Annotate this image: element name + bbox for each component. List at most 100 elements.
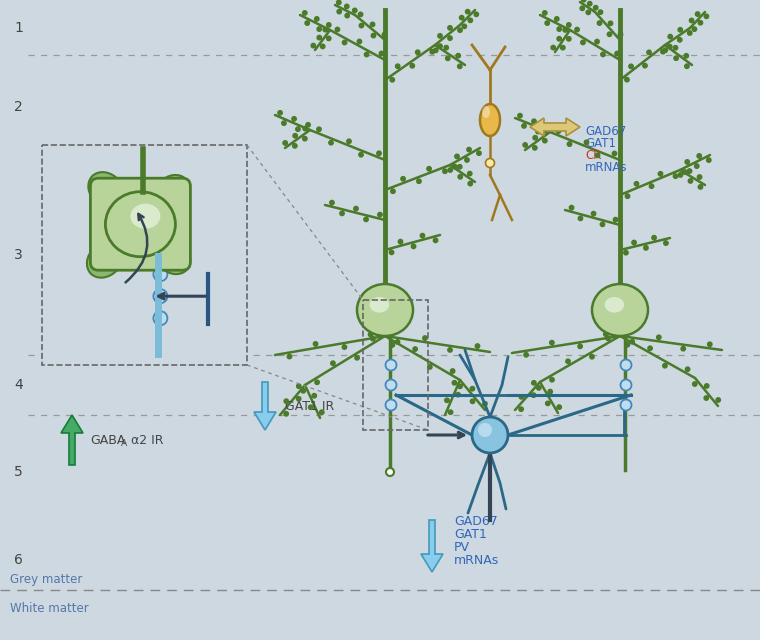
- Circle shape: [448, 168, 452, 172]
- FancyArrow shape: [254, 382, 276, 430]
- Circle shape: [682, 170, 687, 174]
- Circle shape: [578, 216, 583, 221]
- Circle shape: [458, 28, 462, 33]
- Circle shape: [296, 127, 300, 131]
- Circle shape: [584, 140, 589, 145]
- Circle shape: [453, 164, 458, 169]
- Circle shape: [567, 23, 571, 27]
- Circle shape: [660, 49, 665, 54]
- Circle shape: [569, 205, 574, 210]
- Circle shape: [329, 141, 333, 145]
- Circle shape: [386, 468, 394, 476]
- Circle shape: [551, 45, 556, 50]
- Text: 4: 4: [14, 378, 23, 392]
- Circle shape: [371, 337, 375, 341]
- Text: CR: CR: [585, 149, 601, 162]
- Circle shape: [420, 234, 425, 238]
- Circle shape: [391, 189, 395, 193]
- Circle shape: [319, 410, 324, 415]
- Circle shape: [546, 401, 550, 406]
- Circle shape: [337, 0, 341, 4]
- Circle shape: [632, 240, 636, 244]
- Circle shape: [317, 35, 321, 40]
- Ellipse shape: [482, 106, 490, 118]
- Circle shape: [483, 401, 487, 406]
- Text: White matter: White matter: [10, 602, 89, 614]
- Circle shape: [468, 18, 473, 22]
- Circle shape: [536, 129, 540, 134]
- Circle shape: [548, 389, 553, 394]
- Text: GAT1: GAT1: [585, 137, 616, 150]
- Circle shape: [557, 27, 562, 31]
- Text: GAD67: GAD67: [454, 515, 498, 528]
- Circle shape: [625, 194, 630, 198]
- Circle shape: [533, 136, 537, 140]
- Circle shape: [625, 77, 629, 82]
- Circle shape: [390, 77, 394, 82]
- Circle shape: [444, 45, 448, 50]
- Circle shape: [619, 33, 622, 36]
- Circle shape: [340, 211, 344, 216]
- Circle shape: [306, 123, 310, 127]
- Bar: [42, 145, 247, 365]
- Circle shape: [689, 19, 694, 22]
- Circle shape: [284, 412, 288, 416]
- Text: 3: 3: [14, 248, 23, 262]
- Text: 6: 6: [14, 553, 23, 567]
- Circle shape: [382, 32, 387, 36]
- Circle shape: [458, 164, 462, 169]
- Circle shape: [673, 174, 678, 179]
- Circle shape: [603, 332, 608, 337]
- Circle shape: [561, 45, 565, 50]
- Circle shape: [688, 31, 692, 35]
- Text: 2: 2: [14, 100, 23, 114]
- Circle shape: [678, 38, 682, 42]
- Circle shape: [606, 336, 610, 340]
- Circle shape: [600, 222, 605, 227]
- Circle shape: [390, 343, 394, 347]
- Ellipse shape: [605, 297, 624, 312]
- Circle shape: [470, 387, 475, 391]
- Circle shape: [668, 35, 673, 39]
- Circle shape: [342, 345, 347, 349]
- Circle shape: [364, 52, 369, 57]
- Circle shape: [704, 396, 708, 400]
- Circle shape: [470, 399, 475, 403]
- Circle shape: [613, 151, 616, 156]
- Circle shape: [460, 15, 464, 20]
- Circle shape: [283, 141, 287, 145]
- Circle shape: [474, 12, 479, 17]
- Circle shape: [416, 179, 421, 184]
- Circle shape: [649, 184, 654, 188]
- Circle shape: [468, 181, 473, 186]
- Circle shape: [615, 51, 619, 56]
- Circle shape: [486, 159, 495, 168]
- Circle shape: [343, 40, 347, 45]
- Circle shape: [337, 10, 341, 14]
- Circle shape: [716, 398, 720, 402]
- Circle shape: [567, 36, 571, 41]
- Ellipse shape: [88, 172, 125, 209]
- Circle shape: [317, 127, 321, 131]
- Ellipse shape: [154, 175, 190, 211]
- FancyBboxPatch shape: [90, 178, 191, 270]
- Circle shape: [643, 63, 648, 68]
- Circle shape: [652, 236, 657, 240]
- Circle shape: [674, 56, 679, 60]
- Circle shape: [302, 136, 307, 141]
- Circle shape: [370, 22, 375, 27]
- Text: α2 IR: α2 IR: [127, 433, 163, 447]
- Circle shape: [154, 268, 167, 281]
- Circle shape: [532, 119, 537, 124]
- Circle shape: [385, 360, 397, 371]
- Circle shape: [663, 48, 667, 52]
- Circle shape: [595, 40, 599, 44]
- Circle shape: [537, 386, 541, 390]
- Circle shape: [545, 21, 549, 25]
- Circle shape: [438, 34, 442, 38]
- Text: mRNAs: mRNAs: [585, 161, 628, 174]
- Circle shape: [335, 28, 340, 32]
- Circle shape: [451, 369, 454, 373]
- Circle shape: [448, 348, 452, 352]
- Circle shape: [458, 64, 462, 68]
